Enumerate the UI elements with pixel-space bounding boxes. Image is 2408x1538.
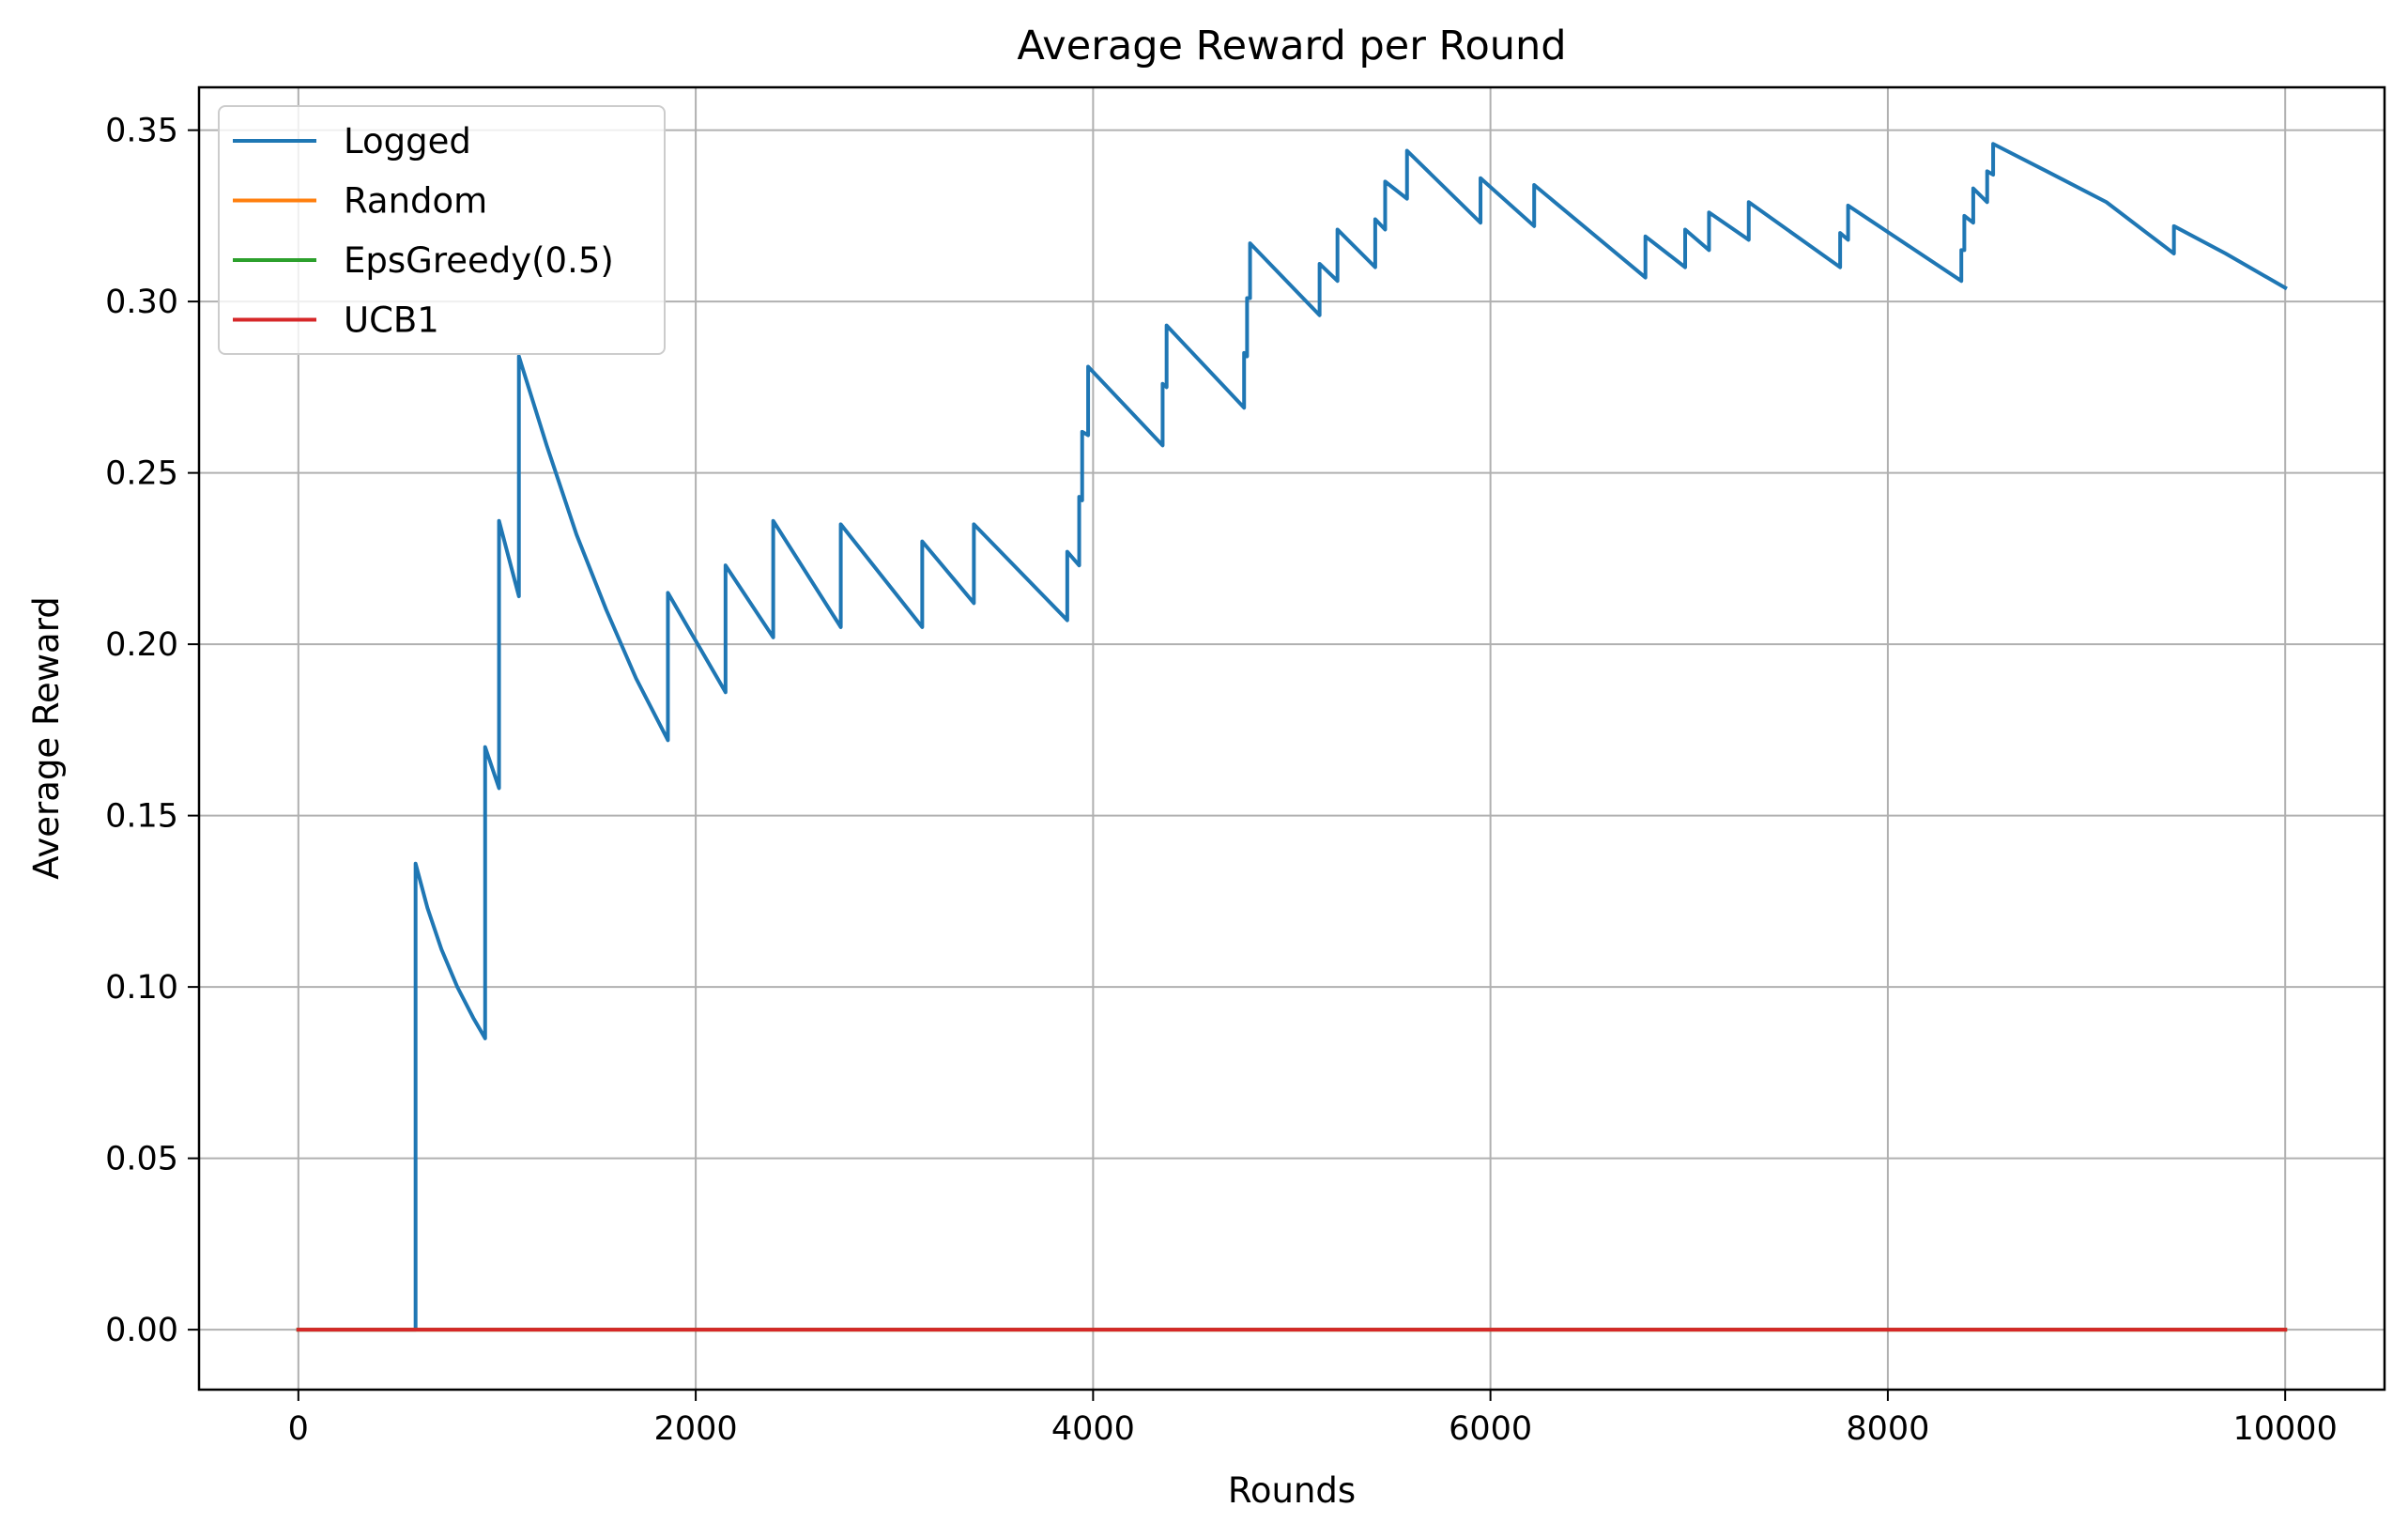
grid bbox=[199, 87, 2385, 1390]
x-tick-label: 4000 bbox=[1051, 1410, 1135, 1448]
y-tick-label: 0.25 bbox=[105, 455, 178, 493]
plot-frame bbox=[197, 85, 2386, 1392]
y-tick-label: 0.20 bbox=[105, 626, 178, 664]
series-layer bbox=[296, 142, 2288, 1332]
legend-label: UCB1 bbox=[344, 300, 439, 341]
y-tick-label: 0.15 bbox=[105, 798, 178, 836]
y-axis-label: Average Reward bbox=[26, 596, 67, 880]
legend: Logged Random EpsGreedy(0.5) UCB1 bbox=[218, 105, 666, 355]
legend-box bbox=[218, 105, 666, 355]
x-tick-label: 6000 bbox=[1449, 1410, 1532, 1448]
x-tick-label: 0 bbox=[288, 1410, 309, 1448]
series-line-logged bbox=[296, 142, 2288, 1332]
ticks: 0 2000 4000 6000 8000 10000 0.00 0.05 0.10 0.15 0.… bbox=[105, 113, 2338, 1448]
x-tick-label: 2000 bbox=[654, 1410, 738, 1448]
legend-label: Logged bbox=[344, 121, 471, 161]
y-tick-label: 0.30 bbox=[105, 284, 178, 321]
x-axis-label: Rounds bbox=[1228, 1470, 1356, 1511]
y-tick-label: 0.35 bbox=[105, 113, 178, 150]
y-tick-label: 0.05 bbox=[105, 1141, 178, 1178]
y-tick-label: 0.10 bbox=[105, 969, 178, 1007]
y-tick-label: 0.00 bbox=[105, 1312, 178, 1349]
x-tick-label: 8000 bbox=[1846, 1410, 1929, 1448]
chart-title: Average Reward per Round bbox=[1017, 23, 1566, 69]
x-tick-label: 10000 bbox=[2233, 1410, 2338, 1448]
legend-label: EpsGreedy(0.5) bbox=[344, 240, 614, 281]
legend-label: Random bbox=[344, 181, 487, 222]
